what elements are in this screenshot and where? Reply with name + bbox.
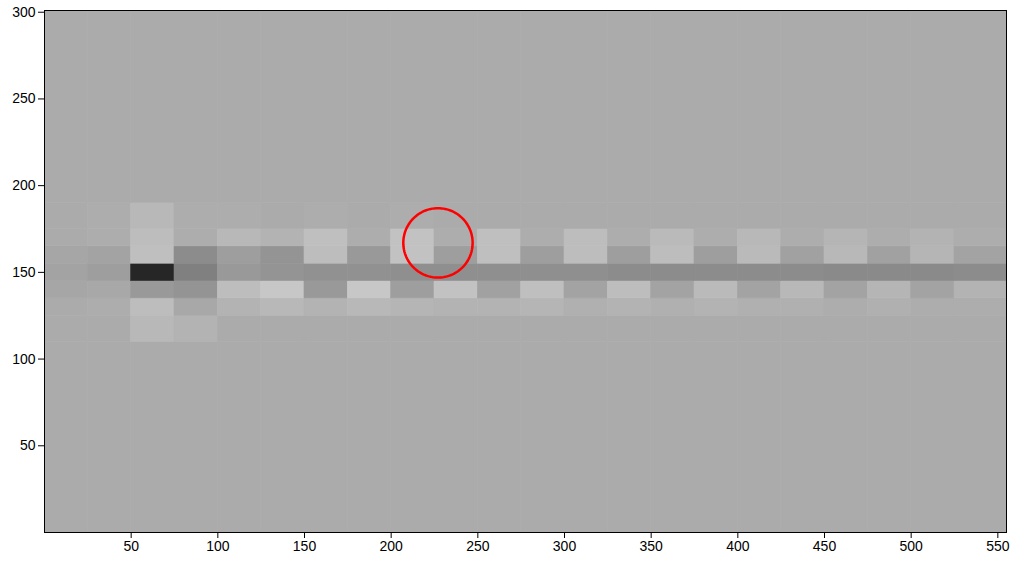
svg-text:250: 250 [12,90,36,106]
svg-text:400: 400 [726,538,750,554]
svg-text:100: 100 [206,538,230,554]
svg-text:150: 150 [293,538,317,554]
svg-text:50: 50 [123,538,139,554]
svg-text:50: 50 [20,437,36,453]
svg-text:300: 300 [12,4,36,20]
svg-text:250: 250 [466,538,490,554]
svg-text:200: 200 [379,538,403,554]
svg-text:350: 350 [639,538,663,554]
svg-text:100: 100 [12,351,36,367]
svg-text:500: 500 [899,538,923,554]
svg-text:150: 150 [12,264,36,280]
svg-text:200: 200 [12,177,36,193]
svg-text:300: 300 [553,538,577,554]
svg-text:450: 450 [813,538,837,554]
svg-text:550: 550 [986,538,1010,554]
